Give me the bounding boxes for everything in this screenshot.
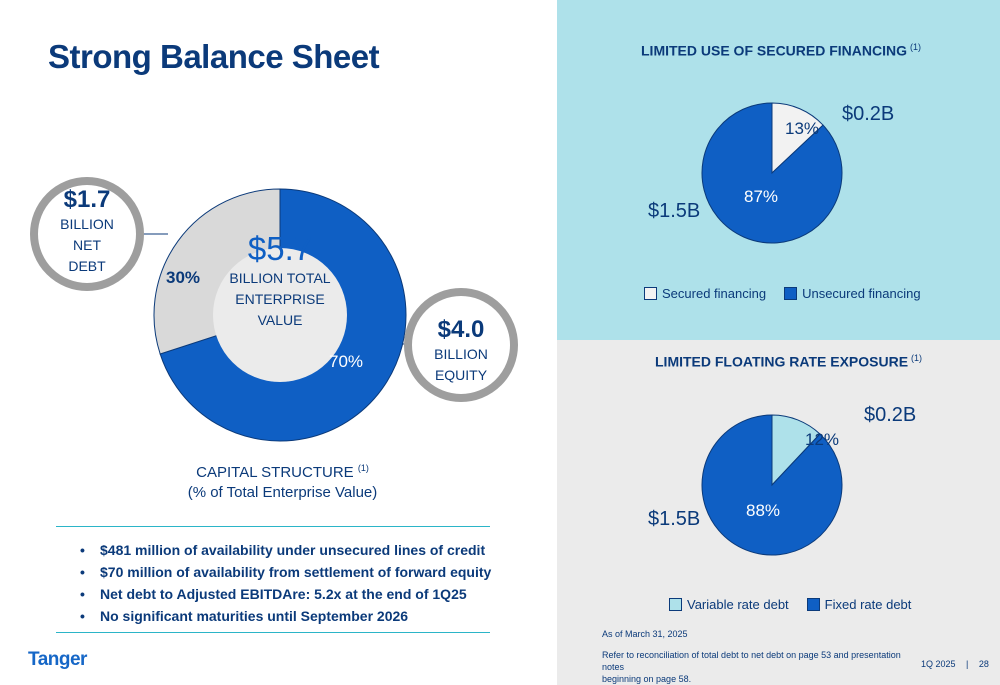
- list-item: No significant maturities until Septembe…: [80, 605, 491, 627]
- secured-title-sup: (1): [910, 42, 922, 52]
- floating-pie: [701, 414, 843, 556]
- secured-title-text: LIMITED USE OF SECURED FINANCING: [641, 42, 908, 59]
- floating-small-pct: 12%: [805, 430, 840, 449]
- secured-large-value: $1.5B: [648, 200, 701, 222]
- caption-line-2: (% of Total Enterprise Value): [187, 484, 378, 501]
- enterprise-value-label: $5.7 BILLION TOTAL ENTERPRISE VALUE: [213, 230, 347, 331]
- list-item: $70 million of availability from settlem…: [80, 561, 491, 583]
- secured-slice: [771, 102, 824, 175]
- secured-large-pct: 87%: [744, 187, 779, 206]
- caption-line-1: CAPITAL STRUCTURE: [196, 464, 354, 481]
- floating-large-pct: 88%: [746, 501, 781, 520]
- page-label: 1Q 2025: [921, 659, 956, 669]
- secured-small-pct: 13%: [785, 119, 820, 138]
- variable-legend-swatch: [669, 598, 682, 611]
- fixed-legend-label: Fixed rate debt: [824, 597, 912, 612]
- floating-large-value: $1.5B: [648, 508, 701, 530]
- footnote-date: As of March 31, 2025: [602, 629, 688, 639]
- capital-structure-caption: CAPITAL STRUCTURE (1) (% of Total Enterp…: [160, 458, 405, 503]
- floating-title: LIMITED FLOATING RATE EXPOSURE (1): [655, 353, 922, 370]
- caption-sup: (1): [357, 463, 369, 473]
- net-debt-bubble: [30, 177, 144, 291]
- net-debt-label-2: NET: [73, 237, 101, 253]
- unsecured-legend-swatch: [784, 287, 798, 300]
- enterprise-value: $5.7: [247, 230, 313, 267]
- equity-value: $4.0: [437, 316, 485, 343]
- net-debt-label-1: BILLION: [60, 216, 114, 232]
- divider-top: [56, 526, 490, 527]
- fixed-legend-swatch: [806, 598, 820, 611]
- net-debt-text: $1.7 BILLION NET DEBT: [45, 186, 129, 277]
- secured-pie: [701, 102, 843, 244]
- equity-bubble: [404, 288, 518, 402]
- secured-legend-swatch: [644, 287, 657, 300]
- secured-legend: Secured financing Unsecured financing: [644, 286, 921, 301]
- secured-legend-label: Secured financing: [662, 286, 767, 301]
- enterprise-label-2: ENTERPRISE: [235, 291, 325, 307]
- secured-title: LIMITED USE OF SECURED FINANCING (1): [641, 42, 921, 59]
- footnote-text-line-2: beginning on page 58.: [602, 674, 692, 684]
- list-item: $481 million of availability under unsec…: [80, 539, 491, 561]
- footnote-text: Refer to reconciliation of total debt to…: [602, 649, 922, 685]
- debt-pct-label: 30%: [166, 268, 201, 287]
- page-number-value: 28: [978, 659, 989, 669]
- footnote-text-line-1: Refer to reconciliation of total debt to…: [602, 650, 901, 672]
- net-debt-label-3: DEBT: [68, 258, 106, 274]
- unsecured-slice: [701, 102, 843, 244]
- list-item: Net debt to Adjusted EBITDAre: 5.2x at t…: [80, 583, 491, 605]
- divider-bottom: [56, 632, 490, 633]
- equity-pct-label: 70%: [329, 352, 364, 371]
- equity-text: $4.0 BILLION EQUITY: [419, 316, 503, 386]
- donut-center: [213, 248, 347, 382]
- floating-title-text: LIMITED FLOATING RATE EXPOSURE: [655, 353, 909, 370]
- floating-legend: Variable rate debt Fixed rate debt: [669, 597, 911, 612]
- equity-label-1: BILLION: [434, 346, 488, 362]
- floating-small-value: $0.2B: [864, 404, 917, 426]
- tanger-logo: Tanger: [28, 649, 87, 670]
- enterprise-label-1: BILLION TOTAL: [229, 270, 331, 286]
- page-title: Strong Balance Sheet: [48, 38, 380, 75]
- variable-legend-label: Variable rate debt: [687, 597, 789, 612]
- secured-small-value: $0.2B: [842, 103, 895, 125]
- fixed-slice: [701, 414, 843, 556]
- page-number: 1Q 2025 | 28: [921, 659, 989, 669]
- floating-title-sup: (1): [911, 353, 923, 363]
- highlights-list: $481 million of availability under unsec…: [80, 539, 491, 627]
- capital-structure-chart: [30, 177, 518, 442]
- equity-label-2: EQUITY: [434, 367, 488, 383]
- unsecured-legend-label: Unsecured financing: [802, 286, 921, 301]
- page-separator: |: [966, 659, 969, 669]
- enterprise-label-3: VALUE: [257, 312, 303, 328]
- net-debt-value: $1.7: [63, 186, 111, 213]
